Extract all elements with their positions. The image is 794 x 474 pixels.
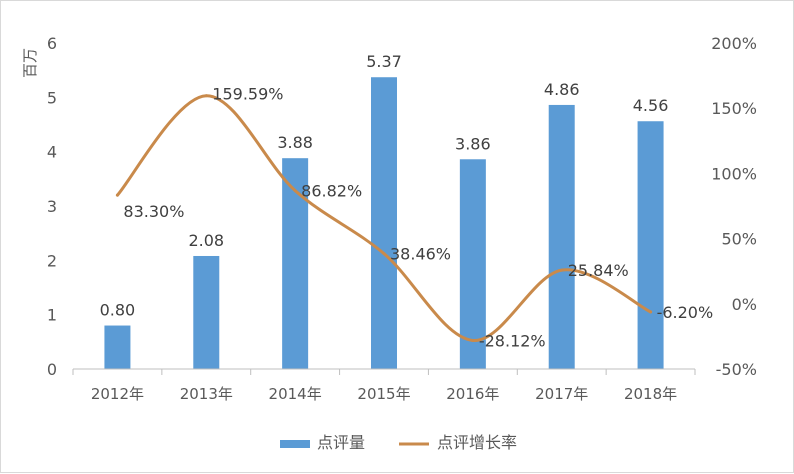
y-axis-title: 百万 xyxy=(21,48,39,78)
y-tick-label: 4 xyxy=(47,143,57,162)
line-point xyxy=(115,193,119,197)
y2-tick-label: -50% xyxy=(716,360,757,379)
y-tick-label: 0 xyxy=(47,360,57,379)
legend-label-line: 点评增长率 xyxy=(437,433,517,452)
bar xyxy=(459,159,486,369)
bar-data-label: 4.56 xyxy=(633,96,669,115)
bar xyxy=(548,104,575,369)
bar-data-label: 0.80 xyxy=(100,301,136,320)
bar-data-label: 3.86 xyxy=(455,134,491,153)
x-tick-label: 2016年 xyxy=(446,385,499,403)
line-point xyxy=(560,268,564,272)
bar-data-label: 5.37 xyxy=(366,52,402,71)
y2-tick-label: 50% xyxy=(721,230,757,249)
legend-label-bar: 点评量 xyxy=(317,433,365,452)
line-data-label: 86.82% xyxy=(301,182,362,201)
y-tick-label: 2 xyxy=(47,251,57,270)
bar xyxy=(282,158,309,369)
y2-tick-label: 150% xyxy=(711,99,757,118)
line-point xyxy=(204,94,208,98)
bar xyxy=(193,255,220,369)
line-point xyxy=(471,338,475,342)
line-point xyxy=(649,310,653,314)
bar xyxy=(371,77,397,369)
y2-tick-label: 0% xyxy=(732,295,757,314)
line-data-label: 38.46% xyxy=(390,245,451,264)
x-tick-label: 2018年 xyxy=(624,385,677,403)
y-tick-label: 6 xyxy=(47,34,57,53)
line-point xyxy=(382,252,386,256)
line-point xyxy=(293,189,297,193)
line-data-label: 83.30% xyxy=(123,202,184,221)
bar-data-label: 3.88 xyxy=(277,133,313,152)
x-tick-label: 2017年 xyxy=(535,385,588,403)
legend-swatch-bar xyxy=(280,440,310,448)
line-data-label: -6.20% xyxy=(657,303,714,322)
line-data-label: 159.59% xyxy=(212,85,283,104)
bar xyxy=(104,325,131,369)
x-tick-label: 2015年 xyxy=(357,385,410,403)
y2-tick-label: 200% xyxy=(711,34,757,53)
bar-data-label: 4.86 xyxy=(544,80,580,99)
bar xyxy=(637,121,664,370)
bar-data-label: 2.08 xyxy=(188,231,224,250)
y-tick-label: 5 xyxy=(47,88,57,107)
y-tick-label: 3 xyxy=(47,197,57,216)
x-tick-label: 2013年 xyxy=(180,385,233,403)
x-tick-label: 2014年 xyxy=(269,385,322,403)
y2-tick-label: 100% xyxy=(711,164,757,183)
x-tick-label: 2012年 xyxy=(91,385,144,403)
line-data-label: -28.12% xyxy=(479,331,546,350)
y-tick-label: 1 xyxy=(47,306,57,325)
line-data-label: 25.84% xyxy=(568,261,629,280)
